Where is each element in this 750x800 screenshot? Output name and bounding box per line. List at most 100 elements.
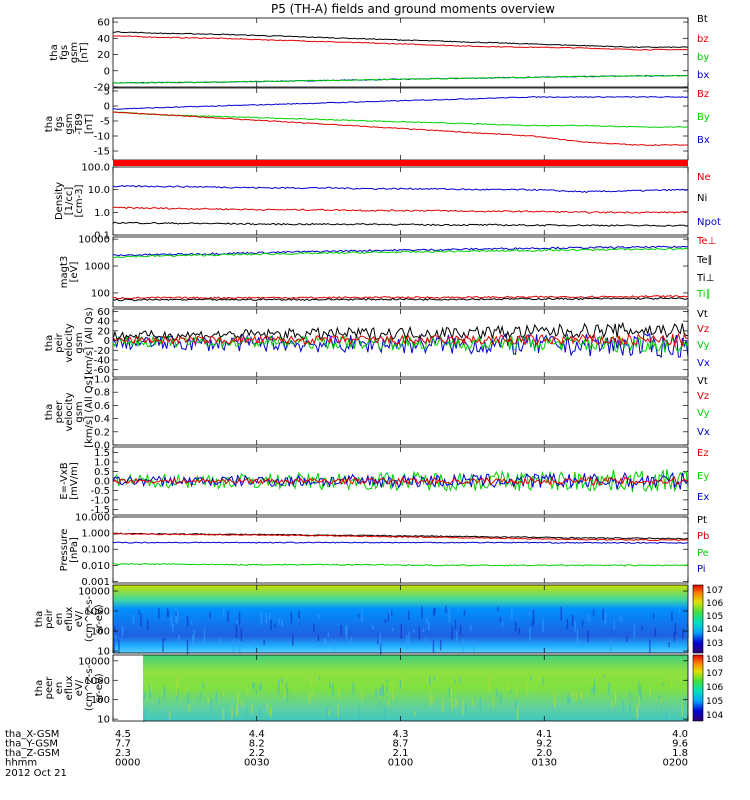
heatmap-cell xyxy=(259,682,262,692)
heatmap-cell xyxy=(219,637,221,645)
y-tick-label: 0.0 xyxy=(94,441,110,452)
heatmap-cell xyxy=(192,635,194,648)
heatmap-cell xyxy=(340,624,342,636)
heatmap-cell xyxy=(407,610,410,621)
heatmap-cell xyxy=(633,624,636,639)
y-tick-label: 100 xyxy=(91,627,110,638)
legend-te: Te⊥ xyxy=(696,236,716,247)
y-tick-label: 0.8 xyxy=(94,388,110,399)
heatmap-cell xyxy=(292,634,294,646)
y-tick-label: 1000 xyxy=(85,607,110,618)
y-axis-label-line: sr-eV) xyxy=(94,673,105,702)
heatmap-cell xyxy=(140,613,142,627)
figure-title: P5 (TH-A) fields and ground moments over… xyxy=(271,2,555,16)
heatmap-cell xyxy=(628,703,630,707)
heatmap-cell xyxy=(175,683,178,696)
y-axis-label-line: [cm-3] xyxy=(74,184,85,217)
y-tick-label: -1.0 xyxy=(90,495,110,506)
heatmap-cell xyxy=(237,692,239,704)
ephemeris-value: 7.7 xyxy=(115,739,131,750)
heatmap-cell xyxy=(429,688,431,701)
heatmap-cell xyxy=(622,700,625,711)
heatmap-cell xyxy=(553,692,556,706)
heatmap-cell xyxy=(636,704,638,719)
series-ti-line xyxy=(112,247,689,259)
y-axis-label-line: [km/s] (All Qs) xyxy=(84,307,95,379)
heatmap-cell xyxy=(421,606,423,619)
heatmap-cell xyxy=(240,628,243,641)
heatmap-cell xyxy=(222,608,225,617)
red-separator-bar xyxy=(113,160,688,166)
heatmap-cell xyxy=(324,639,327,647)
y-axis-label-line: [nT] xyxy=(84,114,95,134)
y-axis-label-line: [mV/m] xyxy=(69,462,80,500)
colorbar-label: 105 xyxy=(706,697,723,707)
y-axis-label-line: en xyxy=(54,682,65,695)
y-axis-label-line: tha xyxy=(44,116,55,132)
heatmap-cell xyxy=(235,623,238,638)
heatmap-cell xyxy=(215,691,218,703)
heatmap-cell xyxy=(184,685,186,691)
heatmap-cell xyxy=(459,624,462,635)
heatmap-cell xyxy=(388,699,390,706)
ephemeris-row-label: tha_Z-GSM xyxy=(5,748,60,759)
heatmap-cell xyxy=(654,627,657,637)
y-tick-label: 0 xyxy=(104,336,110,347)
legend-pe: Pe xyxy=(697,548,709,559)
date-label: 2012 Oct 21 xyxy=(5,768,67,779)
series-bz-line xyxy=(112,35,689,51)
legend-npot: Npot xyxy=(697,217,721,228)
colorbar-label: 107 xyxy=(706,586,723,596)
series-by-line xyxy=(112,74,688,84)
heatmap-cell xyxy=(144,710,147,717)
heatmap-cell xyxy=(456,631,458,641)
ephemeris-value: 4.5 xyxy=(115,729,131,740)
heatmap-cell xyxy=(308,692,311,704)
heatmap-cell xyxy=(591,687,593,693)
y-tick-label: 0.010 xyxy=(81,561,110,572)
heatmap-cell xyxy=(641,625,643,631)
colorbar-label: 103 xyxy=(706,639,723,649)
heatmap-cell xyxy=(115,634,117,641)
legend-vz: Vz xyxy=(697,324,709,335)
y-tick-label: 10 xyxy=(97,647,110,658)
heatmap-cell xyxy=(281,678,283,684)
y-axis-label-line: velocity xyxy=(64,392,75,431)
heatmap-cell xyxy=(143,692,146,700)
heatmap-cell xyxy=(253,640,255,649)
series-by-line xyxy=(112,111,689,128)
heatmap-cell xyxy=(263,640,265,645)
heatmap-cell xyxy=(186,639,189,655)
heatmap-cell xyxy=(118,639,120,654)
legend-vt: Vt xyxy=(697,309,708,320)
heatmap-cell xyxy=(670,676,673,690)
y-tick-label: 0.1 xyxy=(94,231,110,242)
heatmap-cell xyxy=(297,618,300,624)
heatmap-cell xyxy=(294,687,296,691)
heatmap-cell xyxy=(492,697,495,708)
heatmap-cell xyxy=(361,608,363,623)
heatmap-cell xyxy=(649,688,651,697)
ephemeris-value: 0030 xyxy=(244,758,269,769)
y-axis-label: tha peer en eflux eV/(cm^2-s-sr-eV) xyxy=(34,664,105,711)
heatmap-cell xyxy=(465,705,467,714)
y-axis-label-line: tha xyxy=(44,335,55,351)
y-tick-label: 1.0 xyxy=(94,458,110,469)
ephemeris-value: 0130 xyxy=(532,758,557,769)
heatmap-cell xyxy=(678,606,681,614)
heatmap-cell xyxy=(245,687,248,696)
y-tick-label: -20 xyxy=(94,346,110,357)
y-axis-label-line: en xyxy=(54,613,65,626)
y-tick-label: 0.2 xyxy=(94,427,110,438)
heatmap-cell xyxy=(313,624,315,632)
heatmap-field xyxy=(143,655,688,721)
heatmap-cell xyxy=(629,702,631,713)
heatmap-cell xyxy=(333,640,335,651)
heatmap-cell xyxy=(668,642,670,648)
heatmap-cell xyxy=(414,710,416,717)
ephemeris-value: 4.4 xyxy=(249,729,265,740)
heatmap-cell xyxy=(251,704,253,714)
